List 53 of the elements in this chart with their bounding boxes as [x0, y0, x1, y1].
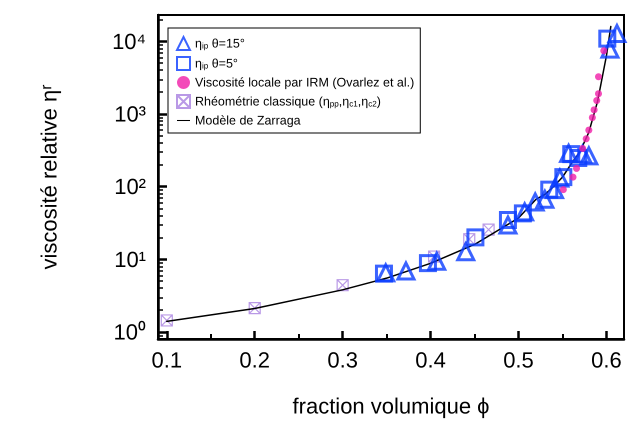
point	[427, 252, 446, 271]
point	[540, 180, 558, 199]
point	[593, 97, 600, 104]
point	[456, 242, 476, 262]
point	[554, 168, 572, 186]
point	[466, 228, 484, 246]
y-tick-label: 10⁰	[114, 319, 146, 344]
x-axis-title: fraction volumique ϕ	[292, 394, 490, 418]
point	[418, 254, 437, 272]
legend-label: Rhéométrie classique (ηpp,ηc1,ηc2)	[195, 94, 381, 108]
point	[590, 106, 598, 114]
point	[582, 135, 590, 142]
point	[570, 174, 577, 181]
point	[579, 146, 598, 166]
point	[579, 144, 586, 152]
legend-label: ηip θ=15°	[195, 36, 245, 50]
point	[595, 90, 602, 98]
x-tick-label: 0.3	[327, 348, 358, 372]
point	[588, 114, 596, 122]
point	[336, 279, 349, 292]
point	[550, 168, 570, 188]
point	[498, 211, 517, 230]
y-tick-label: 10²	[114, 174, 146, 200]
x-tick-label: 0.1	[151, 348, 182, 372]
point	[573, 144, 592, 164]
x-tick-label: 0.6	[591, 348, 622, 372]
point	[535, 190, 554, 209]
point	[160, 314, 173, 327]
x-tick-label: 0.2	[239, 348, 270, 372]
x-tick-label: 0.4	[415, 348, 446, 372]
point	[573, 164, 580, 172]
y-tick-label: 10³	[114, 101, 146, 126]
point	[560, 186, 567, 194]
point	[585, 126, 592, 134]
y-tick-label: 10⁴	[112, 28, 146, 54]
point	[600, 47, 608, 54]
y-tick-label: 10¹	[114, 246, 146, 272]
point	[595, 73, 602, 80]
point	[607, 24, 626, 43]
point	[598, 30, 616, 48]
legend-label: Viscosité locale par IRM (Ovarlez et al.)	[195, 76, 414, 90]
point	[248, 302, 261, 314]
legend-label: ηip θ=5°	[195, 56, 238, 70]
point	[569, 148, 588, 167]
x-tick-label: 0.5	[503, 348, 534, 372]
legend-label: Modèle de Zarraga	[195, 114, 301, 128]
point	[498, 216, 518, 235]
y-axis-title: viscosité relative ηʳ	[36, 84, 62, 270]
point	[562, 145, 580, 164]
point	[526, 192, 545, 212]
point	[396, 262, 416, 280]
point	[482, 224, 495, 236]
point	[559, 144, 578, 163]
